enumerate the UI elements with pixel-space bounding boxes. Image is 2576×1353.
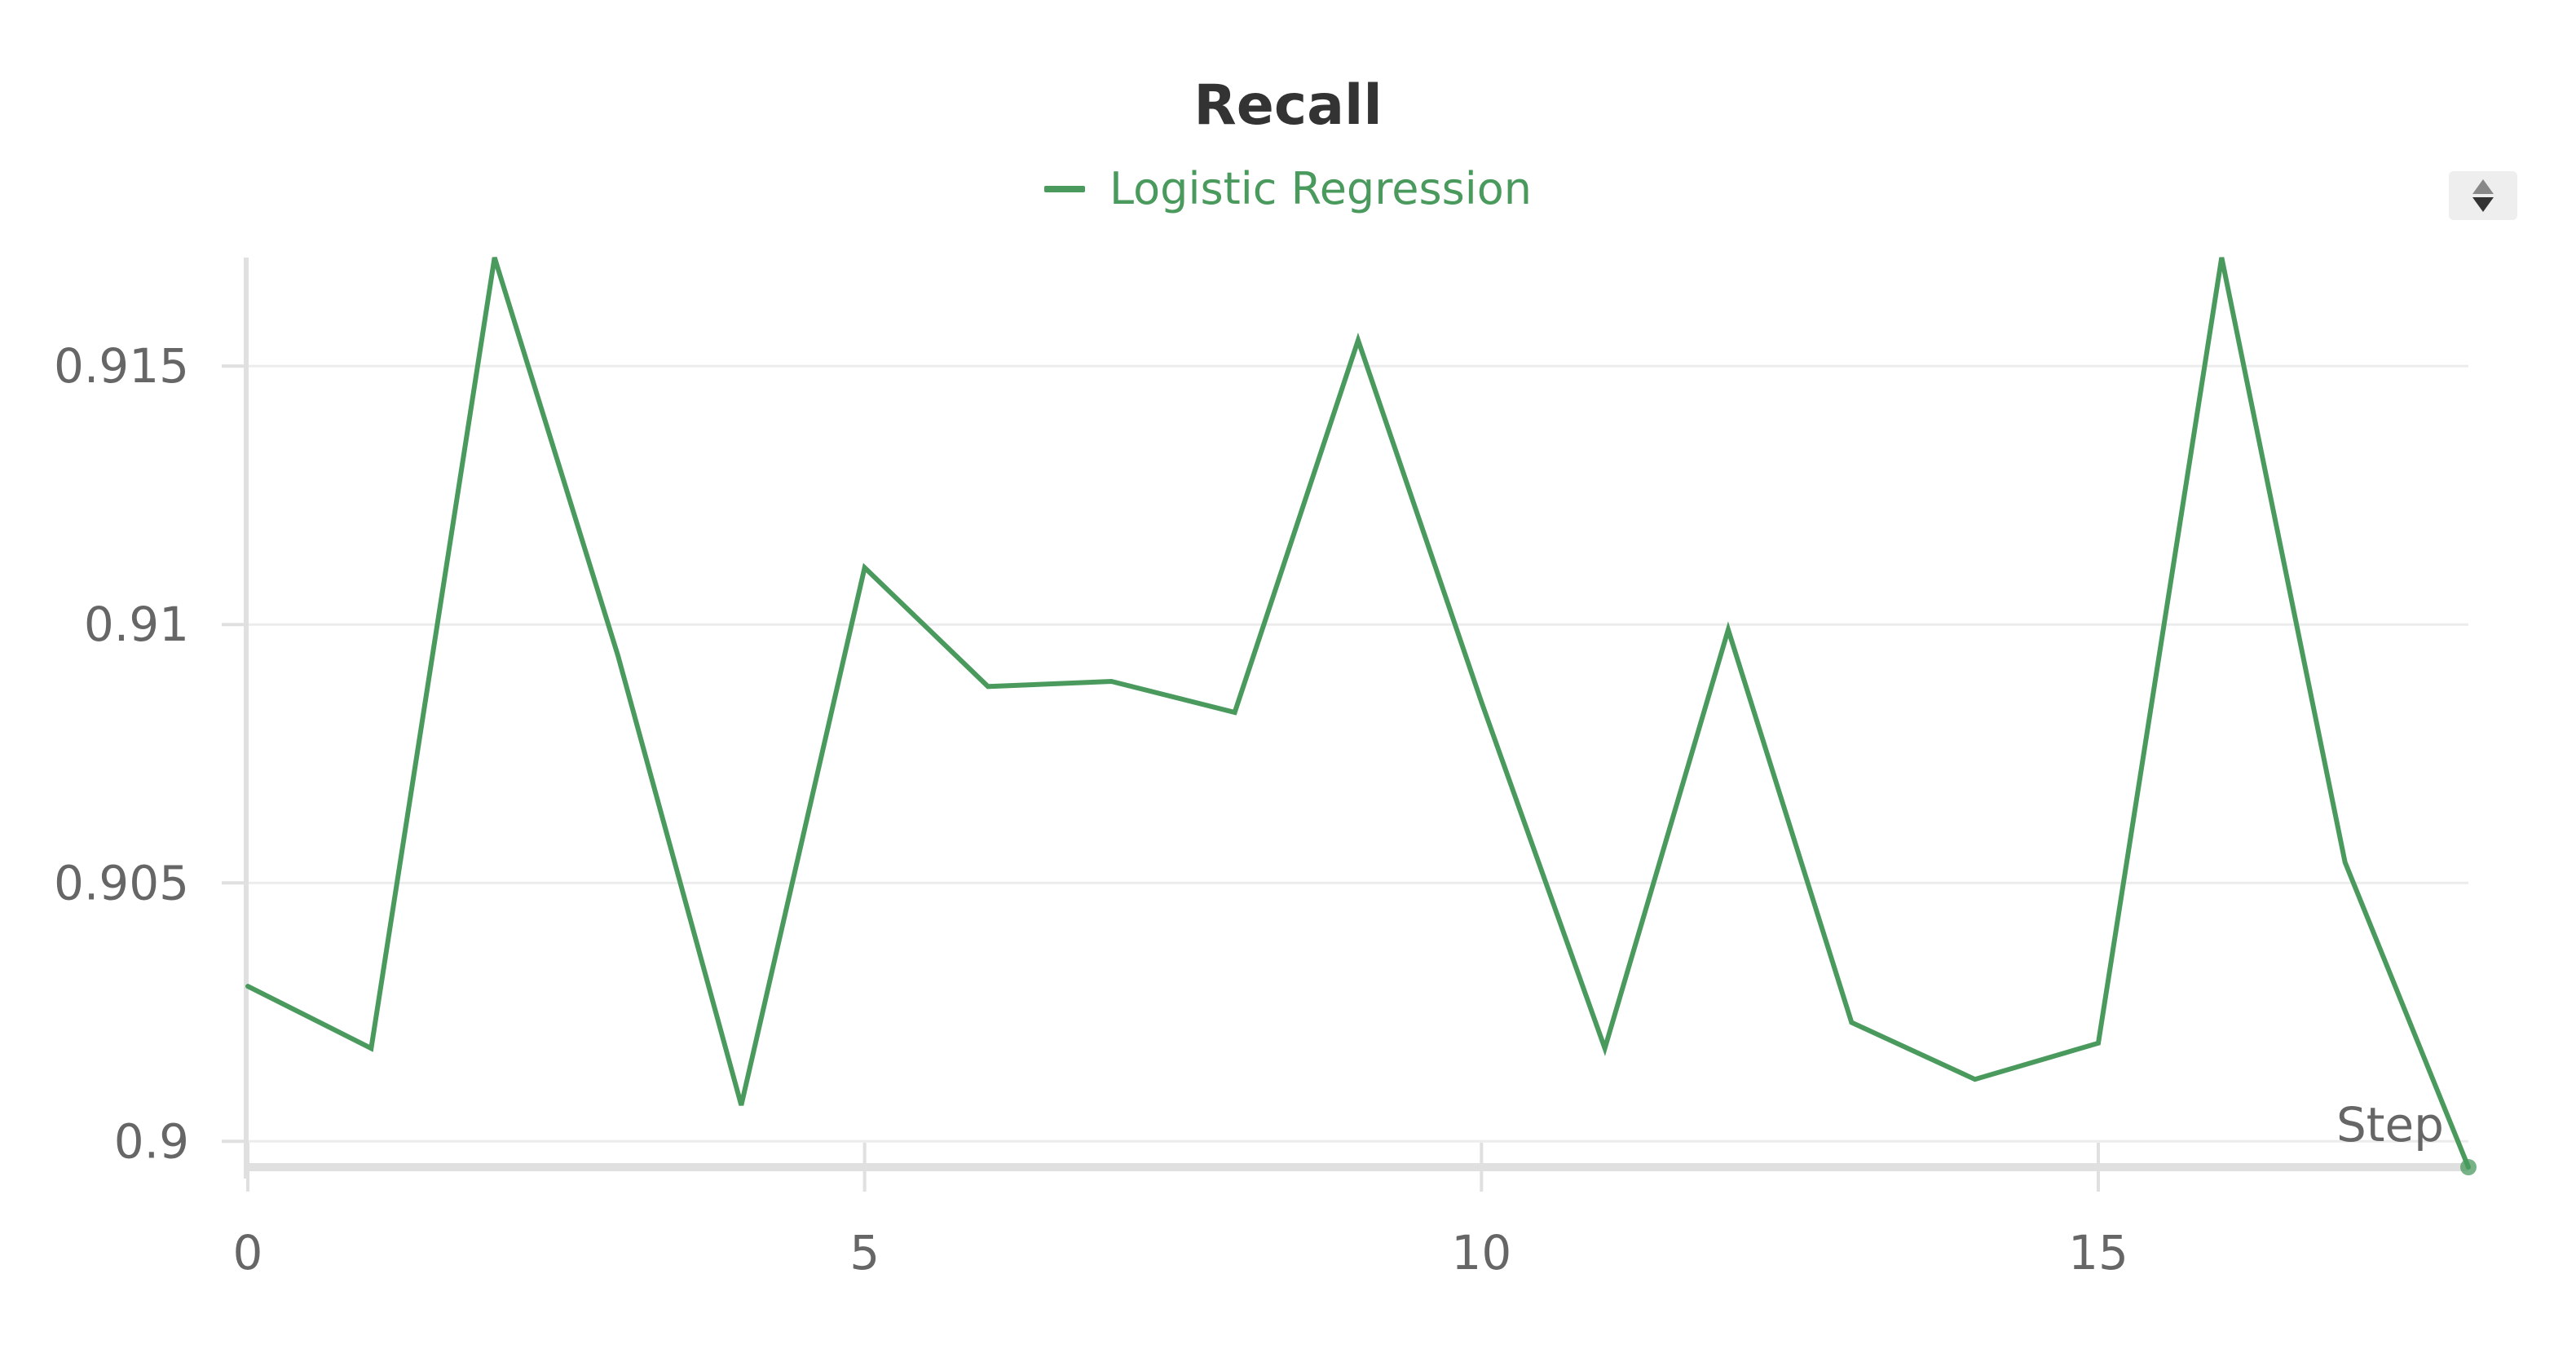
x-tick-label: 10 [1451, 1225, 1511, 1280]
series-end-point [2460, 1159, 2477, 1175]
legend-swatch [1044, 185, 1085, 192]
y-tick-label: 0.915 [54, 338, 189, 394]
y-tick-label: 0.9 [114, 1113, 189, 1169]
x-tick-label: 0 [233, 1225, 263, 1280]
legend: Logistic Regression [0, 163, 2576, 214]
sort-up-icon [2472, 179, 2494, 194]
legend-toggle-button[interactable] [2449, 171, 2517, 220]
x-tick-label: 5 [849, 1225, 880, 1280]
y-tick-label: 0.91 [84, 597, 189, 652]
series-line [245, 257, 2471, 1170]
x-axis-label: Step [2336, 1097, 2444, 1152]
sort-down-icon [2472, 197, 2494, 212]
y-tick-label: 0.905 [54, 855, 189, 910]
chart-title: Recall [1193, 73, 1383, 138]
x-tick-label: 15 [2068, 1225, 2128, 1280]
legend-label[interactable]: Logistic Regression [1109, 163, 1532, 214]
